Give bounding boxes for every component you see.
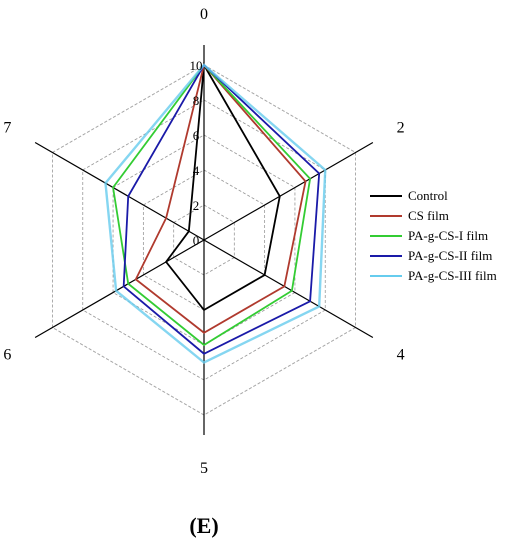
- radar-series: [104, 62, 327, 364]
- series-pa-g-cs-ii-film: [122, 63, 321, 355]
- spoke-6: [34, 239, 205, 339]
- tick-label: 6: [193, 128, 200, 143]
- series-pa-g-cs-i-film: [112, 63, 312, 347]
- chart-legend: Control CS film PA-g-CS-I film PA-g-CS-II f…: [370, 188, 497, 283]
- series-cs-film: [134, 63, 307, 334]
- axis-label-7: 7: [3, 120, 11, 137]
- tick-label: 4: [193, 163, 200, 178]
- axis-label-4: 4: [397, 347, 405, 364]
- axis-label-0: 0: [200, 6, 208, 23]
- legend-label: CS film: [408, 208, 449, 223]
- legend-label: PA-g-CS-II film: [408, 248, 492, 263]
- radar-axis-labels: 0 2 4 5 6 7: [3, 6, 404, 477]
- tick-label: 2: [193, 198, 200, 213]
- axis-label-2: 2: [397, 120, 405, 137]
- legend-label: PA-g-CS-III film: [408, 268, 497, 283]
- spoke-7: [34, 141, 205, 241]
- radar-tick-labels: 0 2 4 6 8 10: [190, 58, 203, 248]
- tick-label: 0: [193, 233, 200, 248]
- radar-spokes: [34, 45, 374, 435]
- legend-label: Control: [408, 188, 448, 203]
- axis-label-5: 5: [200, 460, 208, 477]
- series-pa-g-cs-iii-film: [104, 63, 327, 364]
- panel-label: (E): [189, 513, 218, 538]
- legend-label: PA-g-CS-I film: [408, 228, 488, 243]
- spoke-4: [203, 239, 374, 339]
- series-control: [164, 62, 281, 312]
- tick-label: 8: [193, 93, 200, 108]
- axis-label-6: 6: [3, 347, 11, 364]
- tick-label: 10: [190, 58, 203, 73]
- spoke-2: [203, 141, 374, 241]
